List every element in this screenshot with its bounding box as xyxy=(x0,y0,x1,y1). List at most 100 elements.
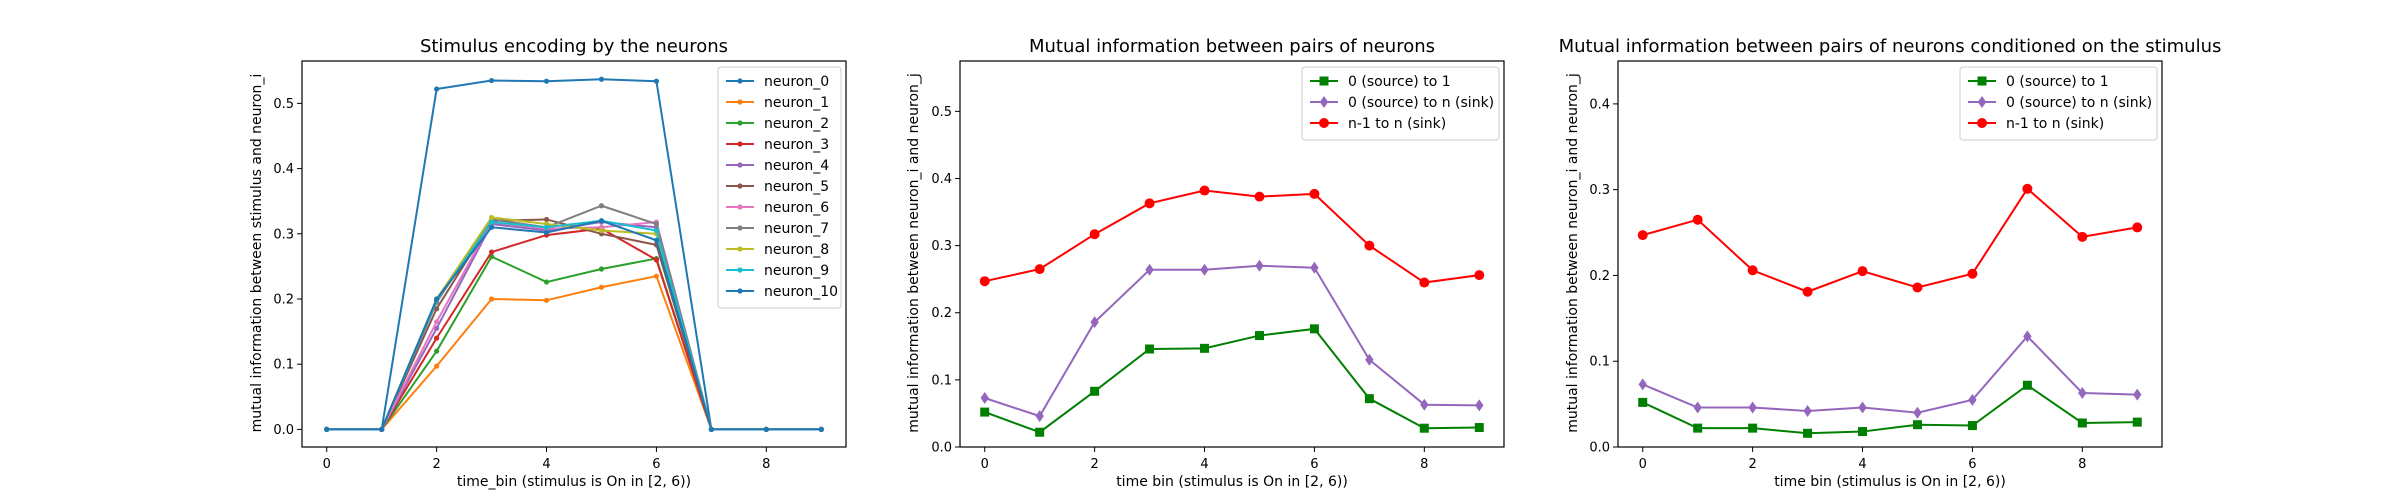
data-point xyxy=(1802,286,1813,297)
x-tick-label: 2 xyxy=(1090,457,1098,472)
axis-ticks: 0 2 4 6 8 0.0 0.1 0.2 0.3 0.4 0.5 xyxy=(273,97,770,472)
legend-box xyxy=(717,66,842,309)
data-point xyxy=(1419,277,1430,288)
x-axis-label: time_bin (stimulus is On in [2, 6)) xyxy=(457,474,691,490)
x-axis-label: time bin (stimulus is On in [2, 6)) xyxy=(1116,474,1348,490)
data-point xyxy=(434,348,440,354)
x-tick-label: 6 xyxy=(652,457,660,472)
data-point xyxy=(488,224,495,230)
data-point xyxy=(1034,264,1045,275)
y-axis-label: mutual information between neuron_i and … xyxy=(1565,73,1581,433)
data-point xyxy=(1638,378,1647,391)
data-point xyxy=(1474,423,1484,433)
legend-label: 0 (source) to n (sink) xyxy=(2006,95,2152,111)
chart-panel-pairwise-mi: Mutual information between pairs of neur… xyxy=(906,36,1505,490)
data-point xyxy=(1035,427,1045,437)
chart-title: Mutual information between pairs of neur… xyxy=(1029,36,1435,57)
data-point xyxy=(598,203,605,209)
x-tick-label: 4 xyxy=(542,457,550,472)
x-tick-label: 0 xyxy=(323,457,331,472)
data-point xyxy=(434,86,440,92)
legend: 0 (source) to 1 0 (source) to n (sink) n-1… xyxy=(1959,66,2158,141)
data-point xyxy=(1310,261,1319,274)
data-point xyxy=(488,296,495,302)
legend: neuron_0 neuron_1 neuron_2 neuron_3 neuron_4… xyxy=(717,66,842,309)
legend-label: neuron_8 xyxy=(764,242,829,258)
data-point xyxy=(598,227,605,234)
data-point xyxy=(1145,263,1154,276)
data-point xyxy=(1309,188,1320,199)
data-point xyxy=(1857,266,1868,277)
x-tick-label: 2 xyxy=(432,457,440,472)
data-point xyxy=(980,391,989,404)
legend-label: 0 (source) to n (sink) xyxy=(1348,95,1494,111)
y-tick-label: 0.1 xyxy=(931,373,952,388)
plot-area xyxy=(1637,183,2143,438)
legend-label: neuron_4 xyxy=(764,158,829,174)
data-point xyxy=(763,426,769,432)
legend-swatch-marker xyxy=(1977,118,1987,128)
legend-label: neuron_3 xyxy=(764,137,829,153)
data-point xyxy=(2132,222,2143,233)
series-line xyxy=(984,264,1480,418)
data-point xyxy=(1309,324,1319,334)
legend-label: n-1 to n (sink) xyxy=(1348,116,1446,132)
data-point xyxy=(1255,259,1264,272)
y-tick-label: 0.3 xyxy=(273,227,294,242)
legend-label: neuron_1 xyxy=(764,95,829,111)
data-point xyxy=(1967,421,1977,431)
data-point xyxy=(1090,316,1099,329)
axis-ticks: 0 2 4 6 8 0.0 0.1 0.2 0.3 0.4 xyxy=(1589,97,2086,472)
data-point xyxy=(543,229,550,236)
data-point xyxy=(598,284,605,290)
data-point xyxy=(543,279,550,285)
legend-label: 0 (source) to 1 xyxy=(1348,74,1451,90)
data-point xyxy=(708,426,714,432)
legend-box xyxy=(1301,66,1500,141)
x-tick-label: 0 xyxy=(981,457,989,472)
x-tick-label: 4 xyxy=(1858,457,1866,472)
series-line xyxy=(1642,384,2138,435)
legend-label: neuron_2 xyxy=(764,116,829,132)
y-tick-label: 0.3 xyxy=(931,239,952,254)
data-point xyxy=(1475,399,1484,412)
data-point xyxy=(1693,401,1702,414)
series-line xyxy=(1642,334,2138,414)
series-line xyxy=(984,189,1480,284)
data-point xyxy=(434,319,440,325)
series-0-source-to-1 xyxy=(980,324,1484,437)
legend-swatch-marker xyxy=(1977,76,1987,86)
chart-title: Mutual information between pairs of neur… xyxy=(1559,36,2222,57)
plot-area xyxy=(324,76,824,432)
data-point xyxy=(1254,191,1265,202)
x-tick-label: 8 xyxy=(1420,457,1428,472)
data-point xyxy=(598,266,605,272)
axes-frame xyxy=(1617,60,2163,448)
data-point xyxy=(488,249,495,255)
series-line xyxy=(326,219,822,431)
legend-swatch-marker xyxy=(737,246,743,252)
data-point xyxy=(1199,185,1210,196)
data-point xyxy=(1420,398,1429,411)
y-tick-label: 0.5 xyxy=(931,105,952,120)
data-point xyxy=(598,218,605,224)
legend-swatch-marker xyxy=(737,267,743,273)
data-point xyxy=(1200,343,1210,353)
series-0-source-to-1 xyxy=(1638,380,2142,438)
series-line xyxy=(1642,187,2138,293)
plot-area xyxy=(979,185,1485,437)
legend-swatch-marker xyxy=(737,78,743,84)
data-point xyxy=(1748,401,1757,414)
legend-label: 0 (source) to 1 xyxy=(2006,74,2109,90)
data-point xyxy=(1144,198,1155,209)
data-point xyxy=(1254,331,1264,341)
series-n-1-to-n-sink- xyxy=(1637,183,2143,297)
series-line xyxy=(984,327,1480,434)
y-tick-label: 0.1 xyxy=(273,358,294,373)
data-point xyxy=(1200,263,1209,276)
y-tick-label: 0.0 xyxy=(931,441,952,456)
x-tick-label: 4 xyxy=(1200,457,1208,472)
legend-label: neuron_0 xyxy=(764,74,829,90)
legend-box xyxy=(1959,66,2158,141)
series-neuron-10 xyxy=(324,218,824,432)
